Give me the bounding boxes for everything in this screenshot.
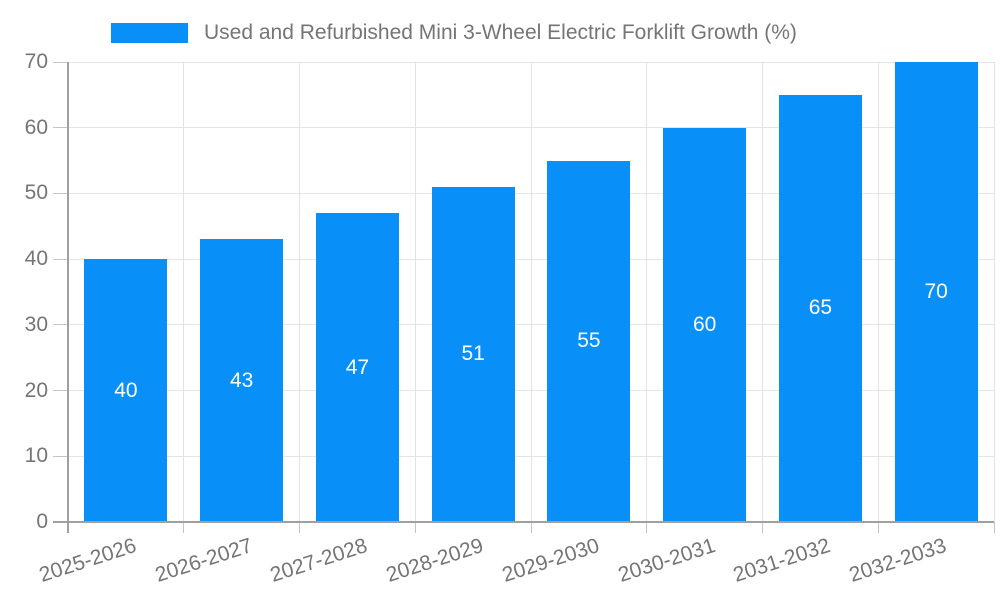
x-tick	[993, 522, 995, 533]
x-tick	[877, 522, 879, 533]
x-tick	[646, 522, 648, 533]
bar-2026-2027	[200, 239, 284, 522]
x-gridline	[183, 62, 185, 522]
x-gridline	[993, 62, 995, 522]
legend: Used and Refurbished Mini 3-Wheel Electr…	[111, 19, 797, 47]
y-axis-label: 10	[24, 444, 48, 468]
y-axis-label: 30	[24, 312, 48, 336]
x-tick	[299, 522, 300, 533]
x-gridline	[646, 62, 648, 522]
y-tick	[53, 455, 68, 457]
bar-value-label: 70	[924, 280, 948, 303]
x-tick	[414, 522, 416, 533]
y-tick	[53, 127, 68, 129]
bar-value-label: 51	[461, 342, 485, 366]
bar-value-label: 60	[692, 312, 717, 336]
y-axis-label: 70	[24, 50, 48, 73]
bar-2032-2033	[894, 62, 978, 522]
y-tick	[53, 258, 68, 260]
bar-2029-2030	[547, 160, 631, 522]
bar-2025-2026	[84, 259, 168, 522]
y-tick	[53, 324, 68, 326]
y-axis-line	[67, 62, 69, 533]
x-tick	[762, 522, 763, 533]
x-tick	[183, 522, 185, 533]
y-axis-label: 40	[24, 247, 48, 271]
y-axis-label: 50	[24, 181, 48, 205]
x-gridline	[414, 62, 416, 522]
x-gridline	[299, 62, 300, 522]
bar-value-label: 47	[345, 355, 370, 379]
x-axis-line	[53, 521, 994, 523]
legend-label: Used and Refurbished Mini 3-Wheel Electr…	[204, 21, 797, 44]
y-tick	[53, 61, 68, 63]
y-tick	[53, 390, 68, 392]
bar-2028-2029	[431, 186, 515, 522]
y-tick	[53, 192, 68, 194]
x-gridline	[877, 62, 879, 522]
bar-value-label: 65	[808, 296, 833, 320]
bar-value-label: 43	[229, 368, 254, 392]
x-gridline	[530, 62, 532, 522]
x-tick	[530, 522, 532, 533]
x-gridline	[762, 62, 763, 522]
y-axis-label: 0	[36, 510, 48, 533]
bar-2031-2032	[778, 94, 862, 522]
bar-value-label: 40	[114, 378, 138, 402]
y-axis-label: 60	[24, 115, 48, 139]
legend-swatch	[111, 23, 188, 43]
bar-2030-2031	[663, 127, 747, 522]
bar-2027-2028	[315, 213, 399, 522]
y-axis-label: 20	[24, 378, 48, 402]
bar-value-label: 55	[577, 329, 601, 353]
